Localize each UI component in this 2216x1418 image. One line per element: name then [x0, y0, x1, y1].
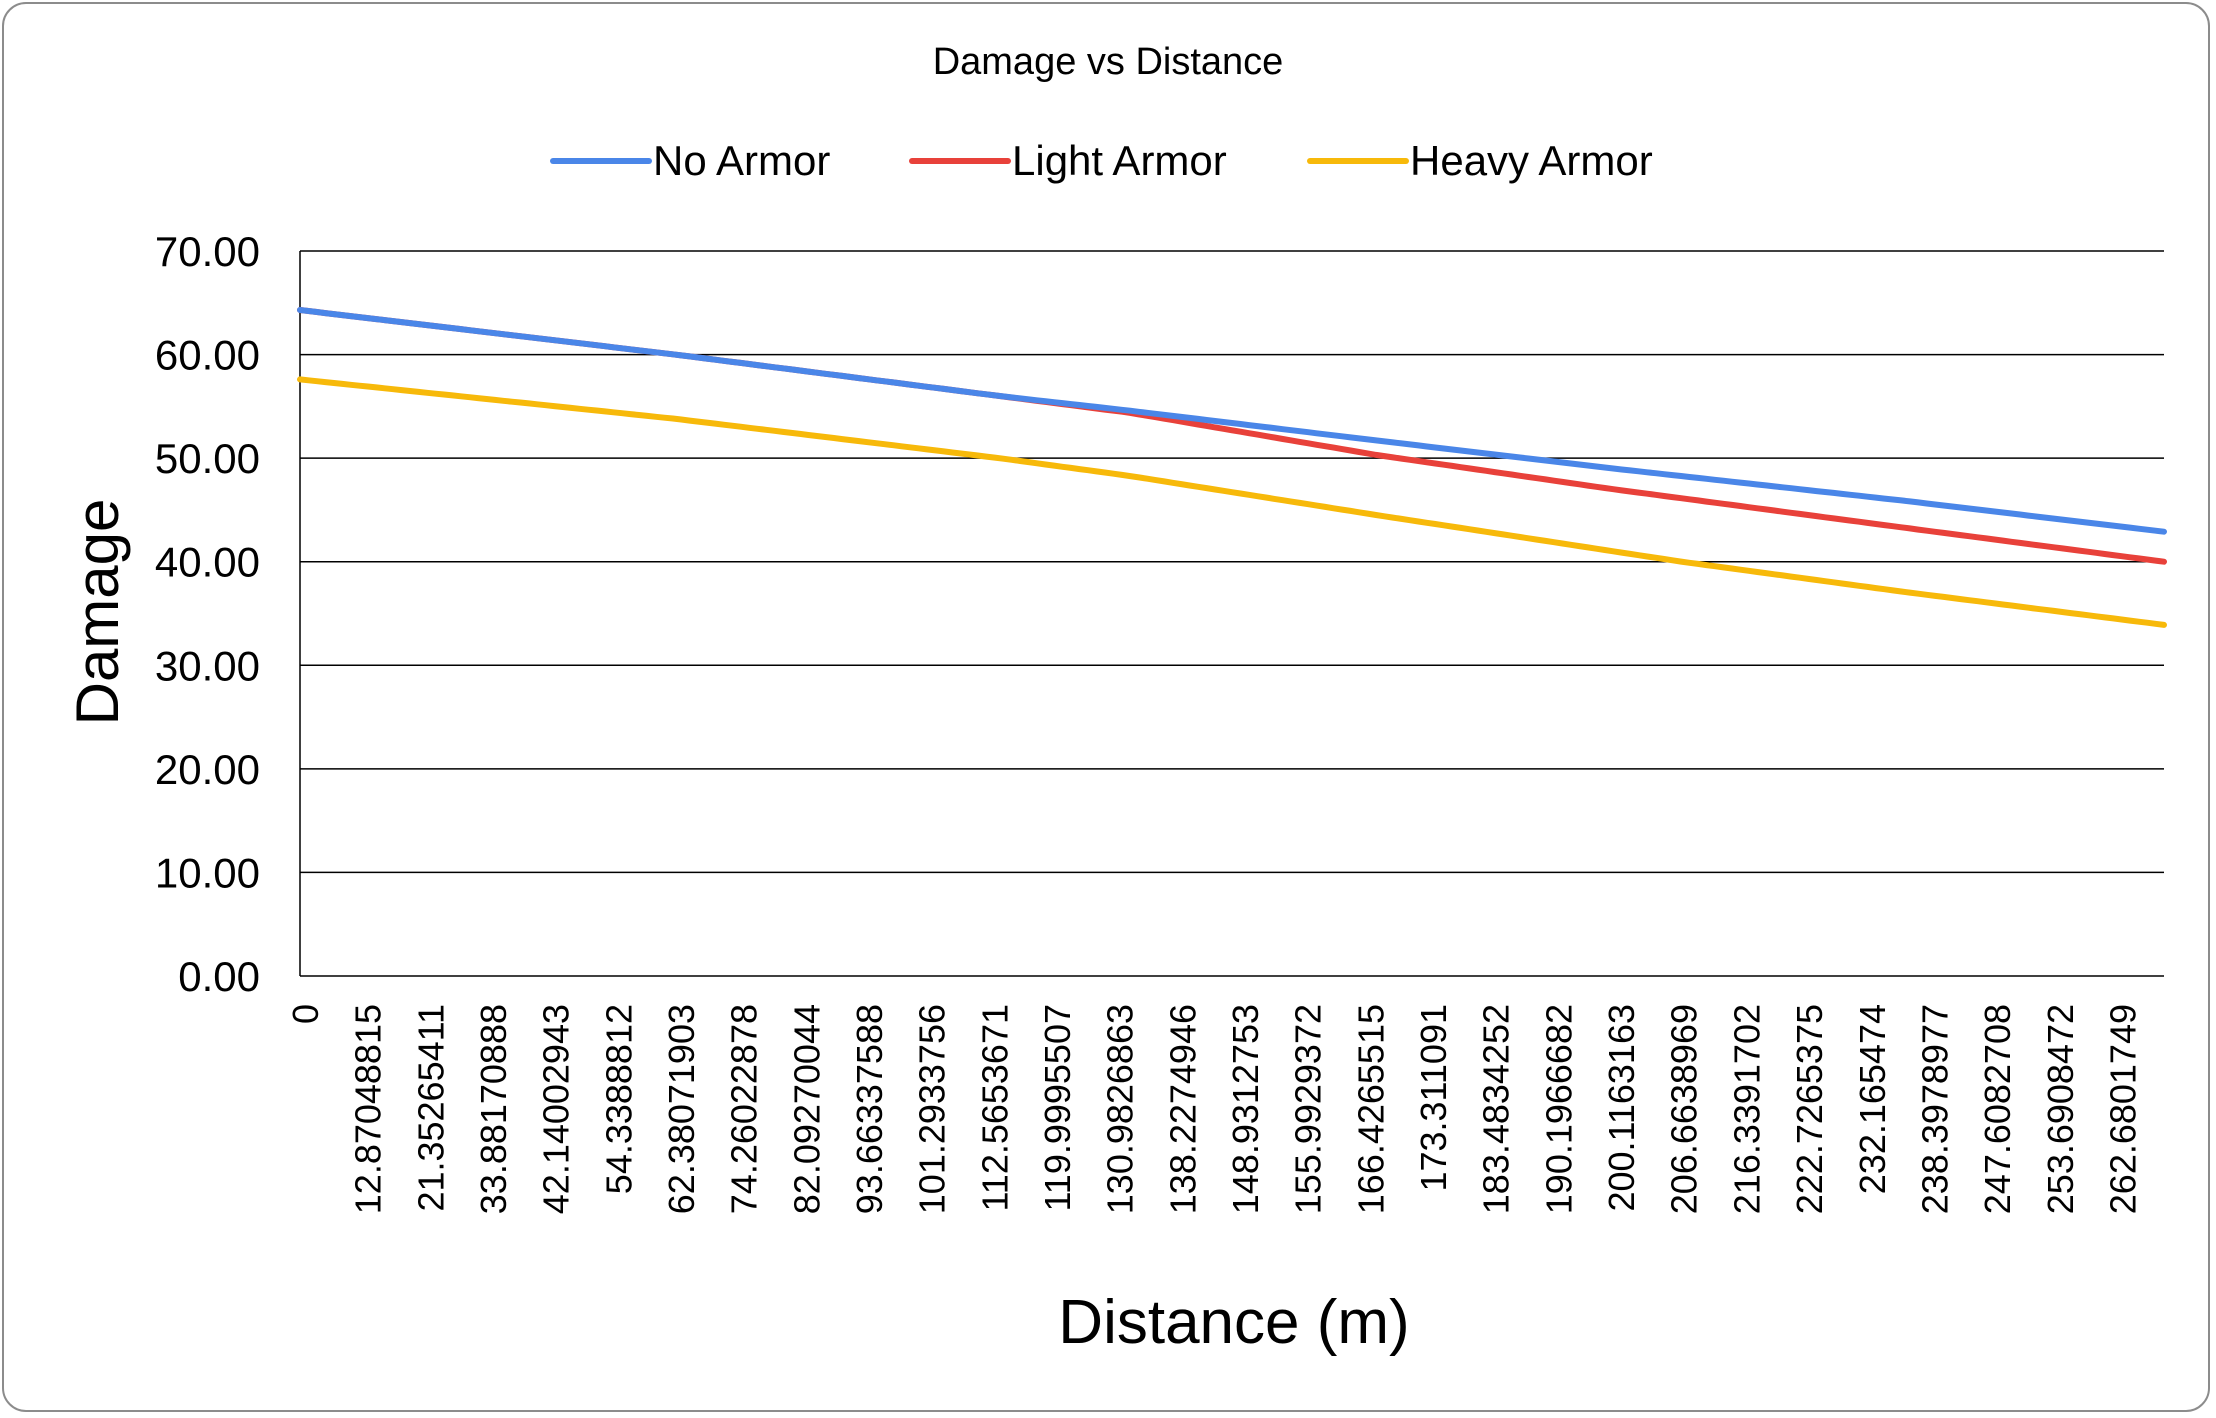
y-tick-label: 40.00 [155, 539, 260, 586]
series-line-light-armor [297, 307, 2167, 565]
y-axis-label: Damage [64, 499, 131, 726]
gridlines [299, 250, 2164, 977]
x-tick-label: 112.5653671 [974, 1004, 1015, 1212]
x-tick-label: 101.2933756 [912, 1004, 953, 1214]
x-tick-label: 200.1163163 [1601, 1004, 1642, 1212]
x-tick-label: 74.26022878 [724, 1004, 765, 1214]
x-tick-label: 247.6082708 [1977, 1004, 2018, 1214]
legend-item: Heavy Armor [1307, 137, 1653, 184]
legend-label: Heavy Armor [1410, 137, 1653, 184]
legend-item: No Armor [550, 137, 830, 184]
x-tick-label: 155.9929372 [1288, 1004, 1329, 1214]
x-tick-label: 206.6638969 [1664, 1004, 1705, 1214]
x-tick-label: 33.88170888 [473, 1004, 514, 1214]
x-tick-label: 54.3388812 [598, 1004, 639, 1194]
series-line-heavy-armor [297, 376, 2167, 628]
x-tick-label: 119.9995507 [1037, 1004, 1078, 1212]
legend-item: Light Armor [909, 137, 1227, 184]
legend-label: Light Armor [1012, 137, 1227, 184]
y-tick-label: 10.00 [155, 849, 260, 896]
x-axis-label: Distance (m) [1058, 1288, 1409, 1357]
x-tick-label: 253.6908472 [2040, 1004, 2081, 1214]
x-tick-label: 42.14002943 [536, 1004, 577, 1214]
x-tick-label: 173.311091 [1413, 1004, 1454, 1192]
chart-title: Damage vs Distance [933, 41, 1284, 83]
x-tick-label: 62.38071903 [661, 1004, 702, 1214]
x-tick-label: 222.7265375 [1789, 1004, 1830, 1214]
y-tick-label: 60.00 [155, 332, 260, 379]
x-tick-label: 82.09270044 [786, 1004, 827, 1214]
x-tick-label: 216.3391702 [1726, 1004, 1767, 1214]
x-tick-label: 262.6801749 [2102, 1004, 2143, 1214]
x-tick-label: 21.35265411 [410, 1004, 451, 1212]
y-axis-ticks: 0.00 10.00 20.00 30.00 40.00 50.00 60.00 70.00 [155, 228, 260, 1000]
y-tick-label: 30.00 [155, 642, 260, 689]
x-tick-label: 190.1966682 [1538, 1004, 1579, 1214]
x-tick-label: 232.165474 [1852, 1004, 1893, 1194]
x-tick-label: 238.3978977 [1914, 1004, 1955, 1214]
y-tick-label: 0.00 [178, 953, 260, 1000]
x-tick-label: 0 [285, 1004, 326, 1024]
series-lines [297, 307, 2167, 628]
x-tick-label: 166.4265515 [1350, 1004, 1391, 1214]
x-tick-label: 12.87048815 [348, 1004, 389, 1214]
x-tick-label: 148.9312753 [1225, 1004, 1266, 1214]
x-tick-label: 93.66337588 [849, 1004, 890, 1214]
legend: No Armor Light Armor Heavy Armor [550, 137, 1653, 184]
y-tick-label: 70.00 [155, 228, 260, 275]
x-axis-ticks: 0 12.87048815 21.35265411 33.88170888 42.140… [285, 1004, 2143, 1214]
legend-label: No Armor [653, 137, 830, 184]
x-tick-label: 138.2274946 [1162, 1004, 1203, 1214]
y-tick-label: 20.00 [155, 746, 260, 793]
x-tick-label: 183.4834252 [1476, 1004, 1517, 1214]
x-tick-label: 130.9826863 [1100, 1004, 1141, 1214]
series-line-no-armor [297, 307, 2167, 535]
y-tick-label: 50.00 [155, 435, 260, 482]
